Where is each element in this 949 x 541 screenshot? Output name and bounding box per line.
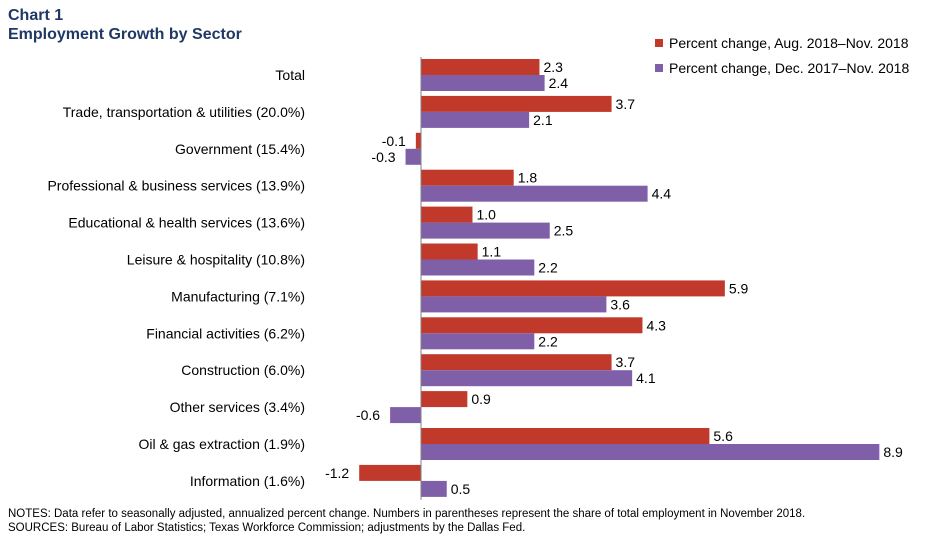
bar-series-2 bbox=[421, 333, 535, 350]
bar-series-2 bbox=[421, 259, 535, 276]
bar-series-2 bbox=[421, 480, 447, 497]
category-label: Financial activities (6.2%) bbox=[146, 325, 305, 341]
data-label-series-2: 2.5 bbox=[554, 223, 574, 239]
bar-series-2 bbox=[421, 444, 880, 460]
bar-series-1 bbox=[421, 428, 710, 444]
data-label-series-2: 2.4 bbox=[549, 75, 569, 91]
bar-series-2 bbox=[421, 222, 550, 239]
data-label-series-1: 5.9 bbox=[729, 280, 749, 296]
chart-number: Chart 1 bbox=[8, 7, 64, 24]
category-label: Educational & health services (13.6%) bbox=[68, 215, 305, 231]
category-label: Professional & business services (13.9%) bbox=[47, 178, 305, 194]
bar-series-2 bbox=[421, 75, 545, 91]
data-label-series-1: 3.7 bbox=[616, 354, 636, 370]
data-label-series-2: 4.4 bbox=[652, 186, 672, 202]
bar-series-1 bbox=[421, 243, 478, 260]
data-label-series-2: 8.9 bbox=[883, 444, 903, 460]
legend-swatch-series-1 bbox=[655, 38, 663, 47]
legend-item-series-2: Percent change, Dec. 2017–Nov. 2018 bbox=[655, 55, 909, 80]
legend-label-series-1: Percent change, Aug. 2018–Nov. 2018 bbox=[669, 34, 909, 51]
title-block: Chart 1 Employment Growth by Sector bbox=[8, 6, 242, 44]
legend-swatch-series-2 bbox=[655, 63, 663, 72]
data-label-series-1: -0.1 bbox=[382, 133, 406, 149]
data-label-series-1: 3.7 bbox=[616, 96, 636, 112]
category-label: Oil & gas extraction (1.9%) bbox=[138, 436, 305, 452]
legend: Percent change, Aug. 2018–Nov. 2018 Perc… bbox=[655, 30, 909, 80]
data-label-series-2: -0.6 bbox=[356, 407, 380, 423]
chart-title: Employment Growth by Sector bbox=[8, 26, 242, 43]
bar-series-1 bbox=[421, 206, 473, 223]
category-label: Total bbox=[275, 67, 305, 83]
data-label-series-2: 2.1 bbox=[533, 112, 553, 128]
data-label-series-2: 2.2 bbox=[538, 333, 558, 349]
bar-series-1 bbox=[421, 354, 612, 371]
bar-chart: Total 2.32.4 Trade, transportation & utili… bbox=[47, 57, 903, 500]
bar-series-1 bbox=[421, 391, 468, 408]
notes-line: NOTES: Data refer to seasonally adjusted… bbox=[8, 508, 806, 520]
data-label-series-1: 2.3 bbox=[543, 59, 563, 75]
category-label: Government (15.4%) bbox=[175, 141, 305, 157]
data-label-series-1: 4.3 bbox=[646, 317, 666, 333]
data-label-series-1: 1.1 bbox=[482, 244, 502, 260]
category-label: Other services (3.4%) bbox=[170, 399, 305, 415]
bar-series-1 bbox=[421, 280, 725, 297]
bar-series-1 bbox=[421, 169, 514, 186]
category-label: Information (1.6%) bbox=[190, 473, 305, 489]
data-label-series-1: 0.9 bbox=[471, 391, 491, 407]
bar-series-2 bbox=[421, 185, 648, 202]
category-label: Construction (6.0%) bbox=[181, 362, 305, 378]
data-label-series-1: 1.8 bbox=[518, 170, 538, 186]
data-label-series-2: -0.3 bbox=[371, 149, 395, 165]
category-label: Trade, transportation & utilities (20.0%… bbox=[63, 104, 305, 120]
data-label-series-2: 4.1 bbox=[636, 370, 656, 386]
legend-item-series-1: Percent change, Aug. 2018–Nov. 2018 bbox=[655, 30, 909, 55]
legend-label-series-2: Percent change, Dec. 2017–Nov. 2018 bbox=[669, 59, 910, 76]
category-label: Leisure & hospitality (10.8%) bbox=[127, 252, 305, 268]
bar-series-2 bbox=[421, 296, 607, 313]
bar-series-2 bbox=[390, 407, 421, 424]
data-label-series-2: 3.6 bbox=[610, 296, 630, 312]
data-label-series-1: 5.6 bbox=[713, 428, 733, 444]
bar-series-2 bbox=[421, 111, 530, 128]
data-label-series-1: -1.2 bbox=[325, 465, 349, 481]
notes: NOTES: Data refer to seasonally adjusted… bbox=[8, 507, 943, 535]
data-label-series-2: 2.2 bbox=[538, 260, 558, 276]
bar-series-2 bbox=[405, 148, 421, 165]
sources-line: SOURCES: Bureau of Labor Statistics; Tex… bbox=[8, 522, 526, 534]
bar-series-1 bbox=[421, 95, 612, 112]
bar-series-1 bbox=[359, 464, 421, 481]
data-label-series-2: 0.5 bbox=[451, 481, 471, 497]
bar-series-2 bbox=[421, 370, 633, 387]
bar-series-1 bbox=[415, 132, 421, 149]
category-label: Manufacturing (7.1%) bbox=[171, 288, 305, 304]
bar-series-1 bbox=[421, 317, 643, 334]
bar-series-1 bbox=[421, 59, 540, 75]
data-label-series-1: 1.0 bbox=[477, 207, 497, 223]
